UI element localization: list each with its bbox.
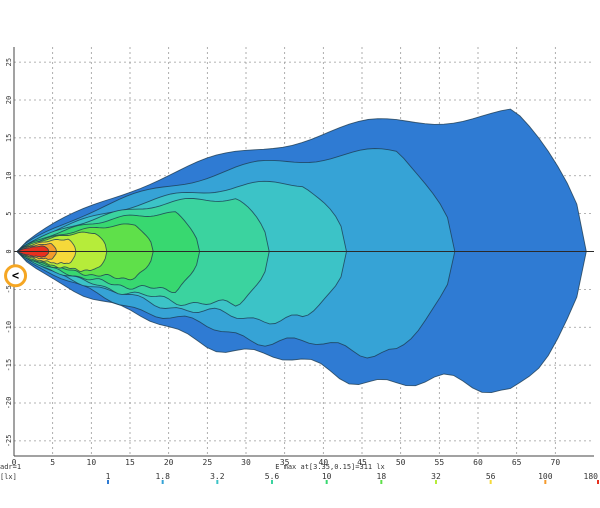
x-tick-label: 20 [164,458,174,467]
y-tick-label: 0 [5,249,13,253]
x-tick-label: 40 [319,458,329,467]
y-axis-caption: adr=1 [0,463,21,471]
emax-annotation: E max at[3.35,0.15]=311 lx [275,463,385,471]
legend-label: 56 [486,472,496,481]
x-tick-labels: 0 5 10 15 20 25 30 35 40 45 50 55 60 65 70 [12,458,561,467]
legend-label: 5.6 [265,472,280,481]
y-tick-label: -10 [5,321,13,334]
legend-label: 1 [106,472,111,481]
legend-label: 100 [538,472,553,481]
x-tick-label: 70 [551,458,561,467]
legend-label: 180 [584,472,599,481]
luminaire-glyph: < [12,269,19,283]
legend-label: 18 [377,472,387,481]
x-tick-label: 65 [512,458,522,467]
legend-label: 32 [431,472,441,481]
isolux-contours [16,108,587,394]
luminaire-marker: < [4,264,28,288]
x-tick-label: 55 [435,458,445,467]
y-tick-labels: 25 20 15 10 5 0 -5 -10 -15 -20 -25 [5,58,13,447]
y-tick-label: 20 [5,96,13,104]
y-tick-label: 25 [5,58,13,66]
x-tick-label: 60 [473,458,483,467]
x-tick-label: 50 [396,458,406,467]
x-tick-label: 5 [50,458,55,467]
x-tick-label: 10 [87,458,97,467]
x-tick-label: 35 [280,458,290,467]
legend-label: 1.8 [155,472,170,481]
y-tick-label: -15 [5,359,13,372]
luminaire-ring [4,264,28,288]
y-tick-label: -5 [5,285,13,293]
x-tick-label: 25 [203,458,213,467]
y-tick-label: 15 [5,134,13,142]
x-tick-label: 30 [241,458,251,467]
unit-caption: [lx] [0,473,17,481]
y-tick-label: 5 [5,212,13,216]
x-tick-label: 15 [125,458,135,467]
y-tick-label: -25 [5,435,13,448]
x-tick-label: 0 [12,458,17,467]
y-tick-label: -20 [5,397,13,410]
y-tick-label: 10 [5,172,13,180]
legend-label: 10 [322,472,332,481]
x-tick-label: 45 [357,458,367,467]
color-legend: 1 1.8 3.2 5.6 10 18 32 56 100 180 [106,472,599,484]
legend-label: 3.2 [210,472,225,481]
